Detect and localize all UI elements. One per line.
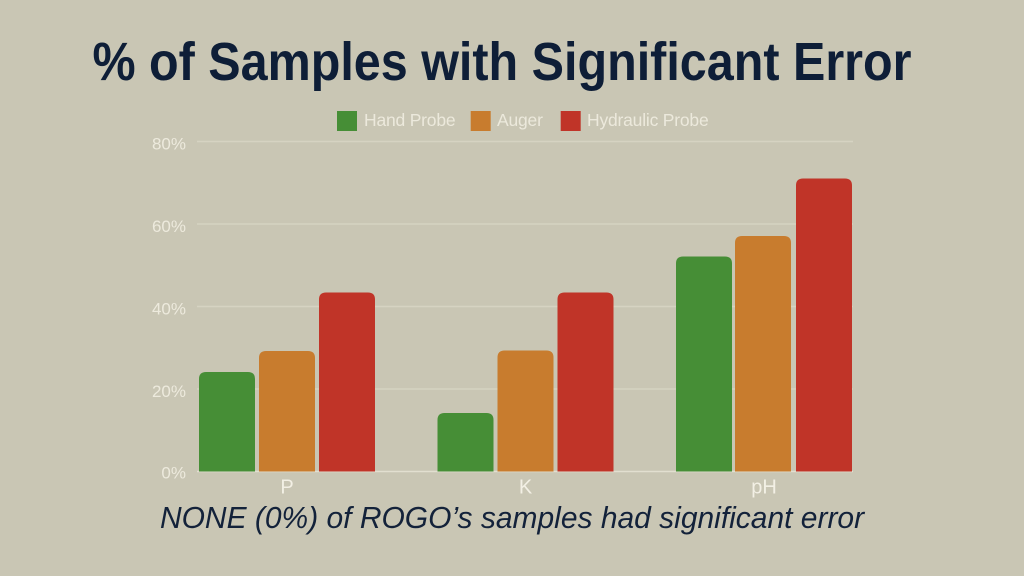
svg-text:80%: 80%	[152, 135, 186, 154]
svg-text:Hydraulic Probe: Hydraulic Probe	[587, 110, 709, 130]
svg-text:Hand Probe: Hand Probe	[364, 110, 455, 130]
svg-text:40%: 40%	[152, 300, 186, 319]
svg-text:60%: 60%	[152, 217, 186, 236]
svg-text:K: K	[519, 477, 533, 499]
svg-text:Auger: Auger	[497, 110, 543, 130]
svg-text:P: P	[280, 477, 293, 499]
svg-text:pH: pH	[751, 477, 777, 499]
svg-text:20%: 20%	[152, 382, 186, 401]
svg-text:0%: 0%	[161, 464, 186, 483]
